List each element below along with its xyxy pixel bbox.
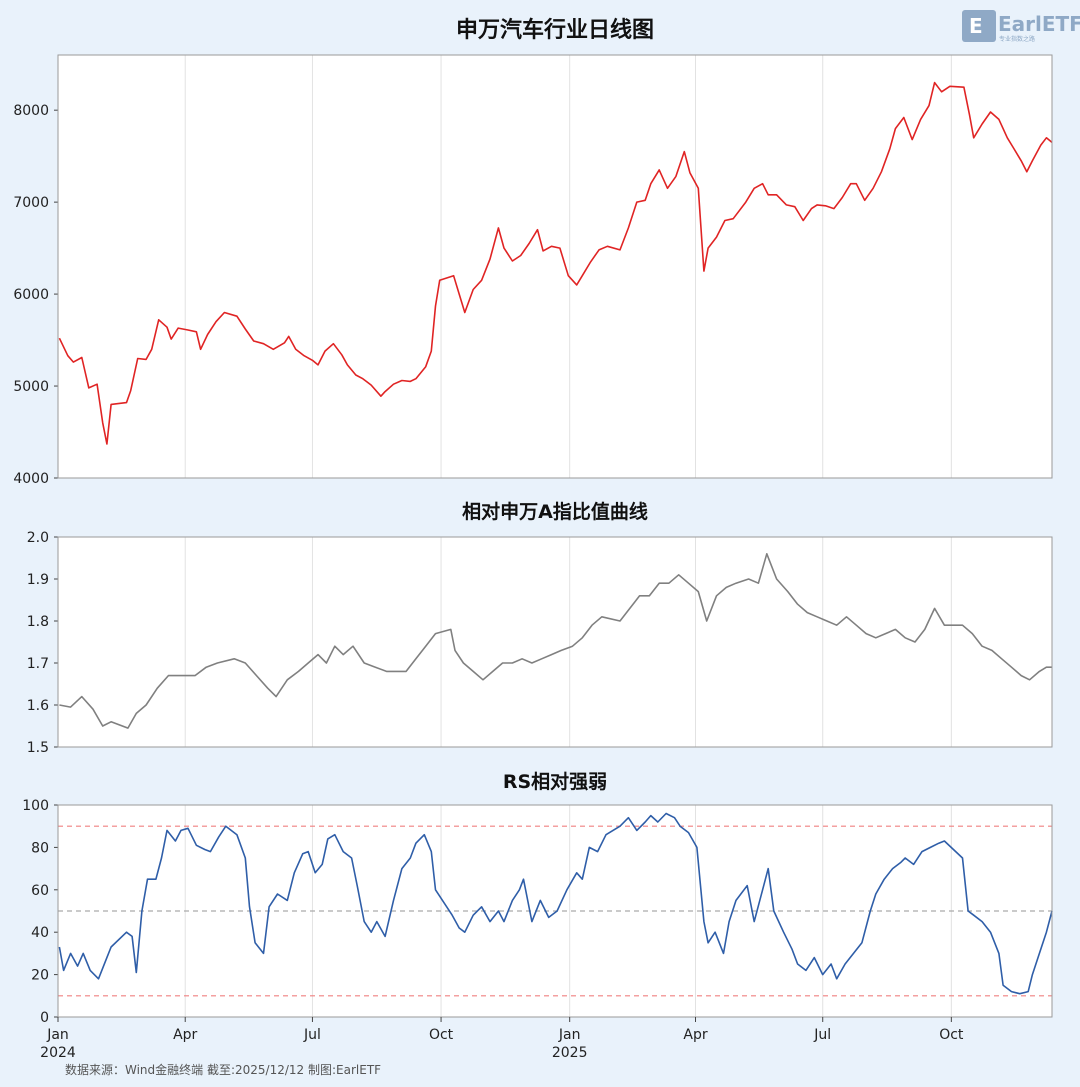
y-tick-label: 1.7 [27,656,49,672]
y-tick-label: 6000 [13,287,49,303]
y-tick-label: 20 [31,968,49,984]
x-tick-label: Jul [813,1027,831,1043]
y-tick-label: 1.8 [27,614,49,630]
logo-mark-icon [962,10,996,42]
x-tick-label: Apr [173,1027,197,1043]
x-tick-label: Jan [46,1027,69,1043]
y-tick-label: 60 [31,883,49,899]
plot-border [57,536,1053,748]
y-tick-label: 0 [40,1010,49,1026]
logo: E EarlETF 专业指数之路 [962,10,1080,43]
x-tick-year-label: 2024 [40,1045,76,1061]
chart-1-panel: 4000 5000 6000 7000 8000 [13,54,1053,487]
x-tick-year-label: 2025 [552,1045,588,1061]
y-tick-label: 1.9 [27,572,49,588]
logo-subtext: 专业指数之路 [999,35,1035,43]
logo-mark-glyph: E [969,14,983,38]
y-tick-label: 1.6 [27,698,49,714]
source-note: 数据来源：Wind金融终端 截至:2025/12/12 制图:EarlETF [65,1062,381,1077]
series-line [58,812,1053,995]
plot-border [57,54,1053,479]
x-tick-label: Oct [429,1027,454,1043]
plot-area [58,55,1052,478]
y-tick-label: 5000 [13,379,49,395]
x-tick-label: Jan [558,1027,581,1043]
y-tick-label: 80 [31,840,49,856]
y-tick-label: 8000 [13,103,49,119]
plot-area [58,537,1052,747]
x-tick-label: Apr [683,1027,707,1043]
y-tick-label: 40 [31,925,49,941]
chart-1-title: 申万汽车行业日线图 [456,17,654,43]
x-axis: Jan 2024 Apr Jul Oct Jan 2025 Apr Jul Oct [40,1017,964,1061]
y-tick-label: 7000 [13,195,49,211]
chart-3-title: RS相对强弱 [503,770,607,793]
y-tick-label: 2.0 [27,530,49,546]
y-tick-label: 1.5 [27,740,49,756]
y-tick-label: 100 [22,798,49,814]
series-line [59,553,1052,729]
chart-3-panel: 0 20 40 60 80 100 [22,798,1053,1026]
series-line [58,81,1053,445]
chart-2-panel: 1.5 1.6 1.7 1.8 1.9 2.0 [27,530,1053,756]
chart-2-title: 相对申万A指比值曲线 [462,500,648,523]
x-tick-label: Oct [939,1027,964,1043]
x-tick-label: Jul [303,1027,321,1043]
plot-border [57,804,1053,1018]
logo-text: EarlETF [998,12,1080,36]
y-tick-label: 4000 [13,471,49,487]
